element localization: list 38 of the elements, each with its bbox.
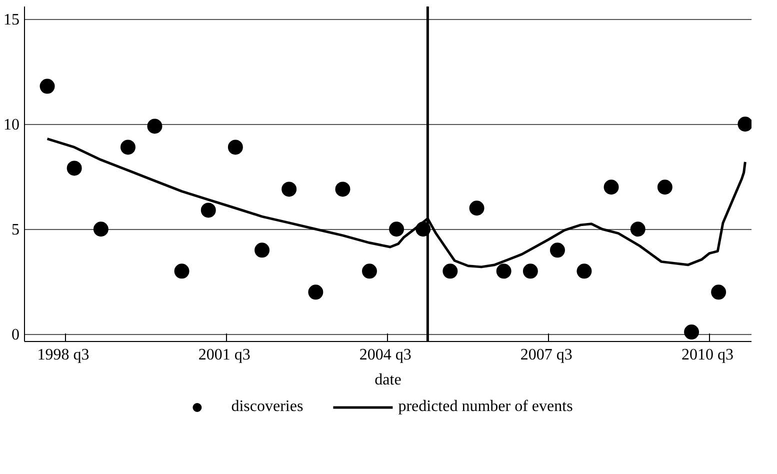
point — [684, 324, 700, 340]
x-tick-label: 2010 q3 — [681, 346, 734, 364]
point — [93, 222, 108, 237]
point — [147, 118, 162, 134]
point — [228, 140, 243, 155]
y-tick-label: 0 — [12, 326, 20, 344]
point — [308, 284, 324, 300]
point — [550, 242, 565, 258]
point — [66, 160, 82, 176]
point — [282, 182, 297, 197]
point — [738, 116, 752, 132]
legend-label: discoveries — [231, 398, 304, 416]
point — [120, 140, 136, 155]
y-tick-label: 15 — [4, 12, 20, 29]
x-tick-label: 2004 q3 — [359, 346, 412, 364]
point — [496, 264, 512, 279]
point — [40, 78, 55, 94]
x-tick-label: 2001 q3 — [198, 346, 250, 364]
x-axis-title: date — [374, 372, 402, 388]
point — [469, 200, 484, 216]
point — [630, 222, 646, 237]
point — [200, 202, 216, 218]
point — [576, 264, 592, 279]
point — [254, 242, 270, 258]
x-tick-label: 1998 q3 — [37, 346, 90, 364]
point — [522, 264, 538, 279]
point — [335, 182, 350, 197]
y-tick-label: 5 — [12, 222, 20, 239]
point — [711, 284, 726, 300]
point — [657, 180, 672, 195]
point — [174, 264, 190, 279]
point — [389, 222, 404, 237]
point — [442, 264, 458, 279]
legend-label: predicted number of events — [398, 398, 573, 416]
point — [362, 264, 377, 279]
point — [604, 180, 619, 195]
y-tick-label: 10 — [4, 116, 20, 134]
x-tick-label: 2007 q3 — [520, 346, 572, 364]
